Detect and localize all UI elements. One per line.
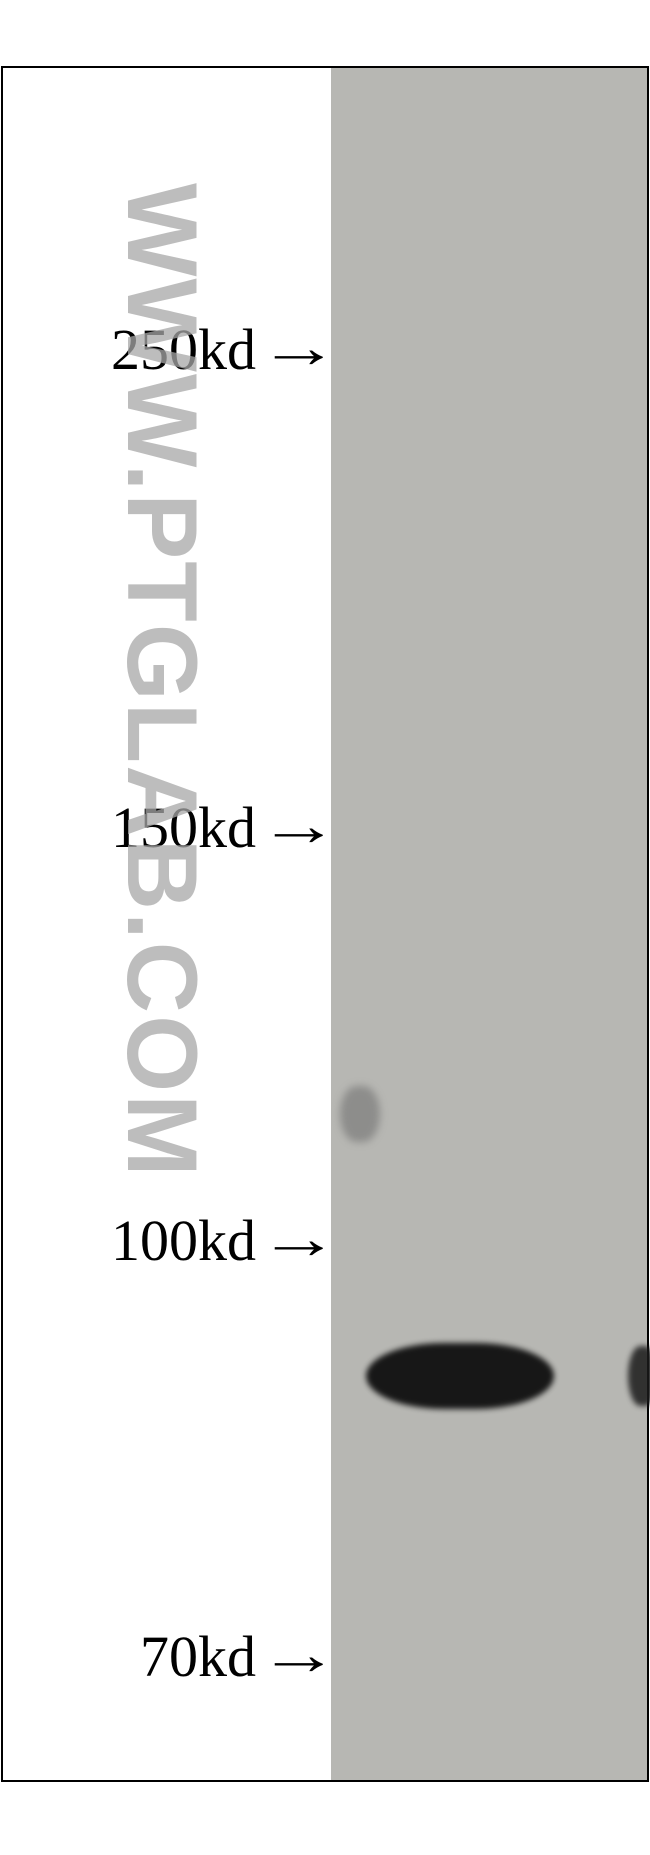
marker-arrow-icon: → (258, 797, 339, 855)
marker-arrow-icon: → (258, 1626, 339, 1684)
marker-arrow-icon: → (258, 319, 339, 377)
band-main (366, 1343, 554, 1409)
marker-100kd: 100kd (0, 1207, 256, 1274)
blot-lane (331, 68, 647, 1780)
figure-canvas: 250kd → 150kd → 100kd → 70kd → WWW.PTGLA… (0, 0, 650, 1855)
marker-70kd: 70kd (0, 1623, 256, 1690)
watermark-text: WWW.PTGLAB.COM (105, 183, 219, 1179)
band-faint-upper (340, 1086, 380, 1142)
band-right-sliver (628, 1346, 650, 1406)
marker-arrow-icon: → (258, 1210, 339, 1268)
